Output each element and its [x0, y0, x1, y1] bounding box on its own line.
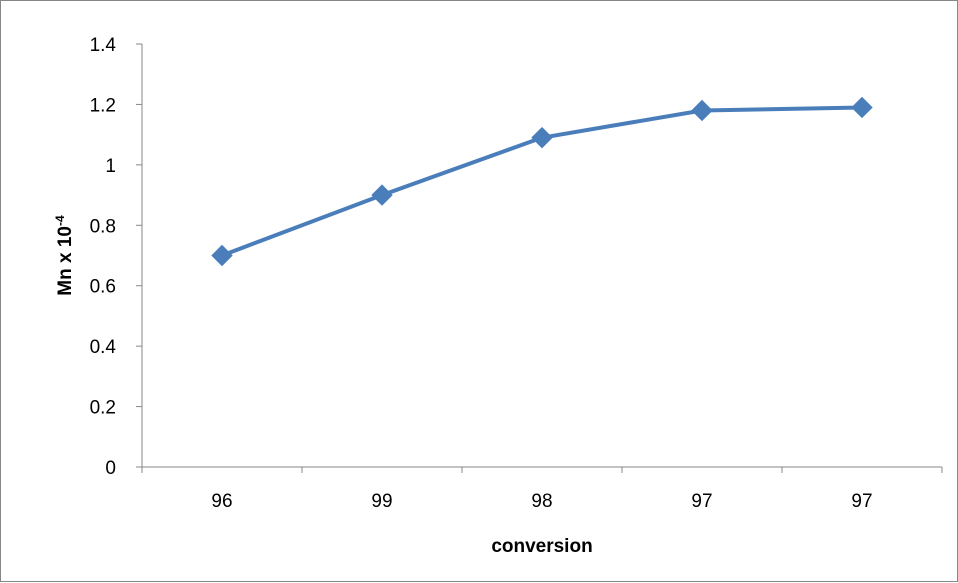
y-tick-label: 0.8 [90, 216, 116, 237]
y-tick-label: 1.2 [90, 95, 116, 116]
data-point-marker [371, 184, 393, 206]
x-tick-label: 99 [371, 491, 392, 512]
y-tick-label: 0.4 [90, 337, 117, 358]
x-tick-label: 97 [851, 491, 872, 512]
y-tick-label: 1.4 [90, 35, 117, 56]
y-tick-label: 1 [105, 156, 116, 177]
x-axis-title: conversion [491, 536, 592, 557]
y-axis-title-superscript: -4 [53, 215, 67, 226]
series-layer [211, 96, 873, 267]
data-point-marker [211, 244, 233, 267]
x-tick-label: 96 [211, 491, 232, 512]
data-point-marker [531, 126, 553, 149]
y-tick-label: 0.2 [90, 398, 116, 419]
x-ticks: 96 99 98 97 97 [141, 467, 943, 512]
data-point-marker [691, 99, 713, 122]
y-axis-title-base: Mn x 10 [55, 226, 76, 296]
y-axis-title: Mn x 10-4 [53, 215, 76, 296]
chart-axes: 0 0.2 0.4 0.6 0.8 1 1.2 1.4 96 99 98 97 97 [90, 35, 943, 512]
y-tick-label: 0 [105, 458, 116, 479]
x-tick-label: 98 [531, 491, 552, 512]
y-ticks: 0 0.2 0.4 0.6 0.8 1 1.2 1.4 [90, 35, 142, 479]
y-tick-label: 0.6 [90, 277, 116, 298]
data-point-marker [851, 96, 873, 119]
x-tick-label: 97 [691, 491, 712, 512]
